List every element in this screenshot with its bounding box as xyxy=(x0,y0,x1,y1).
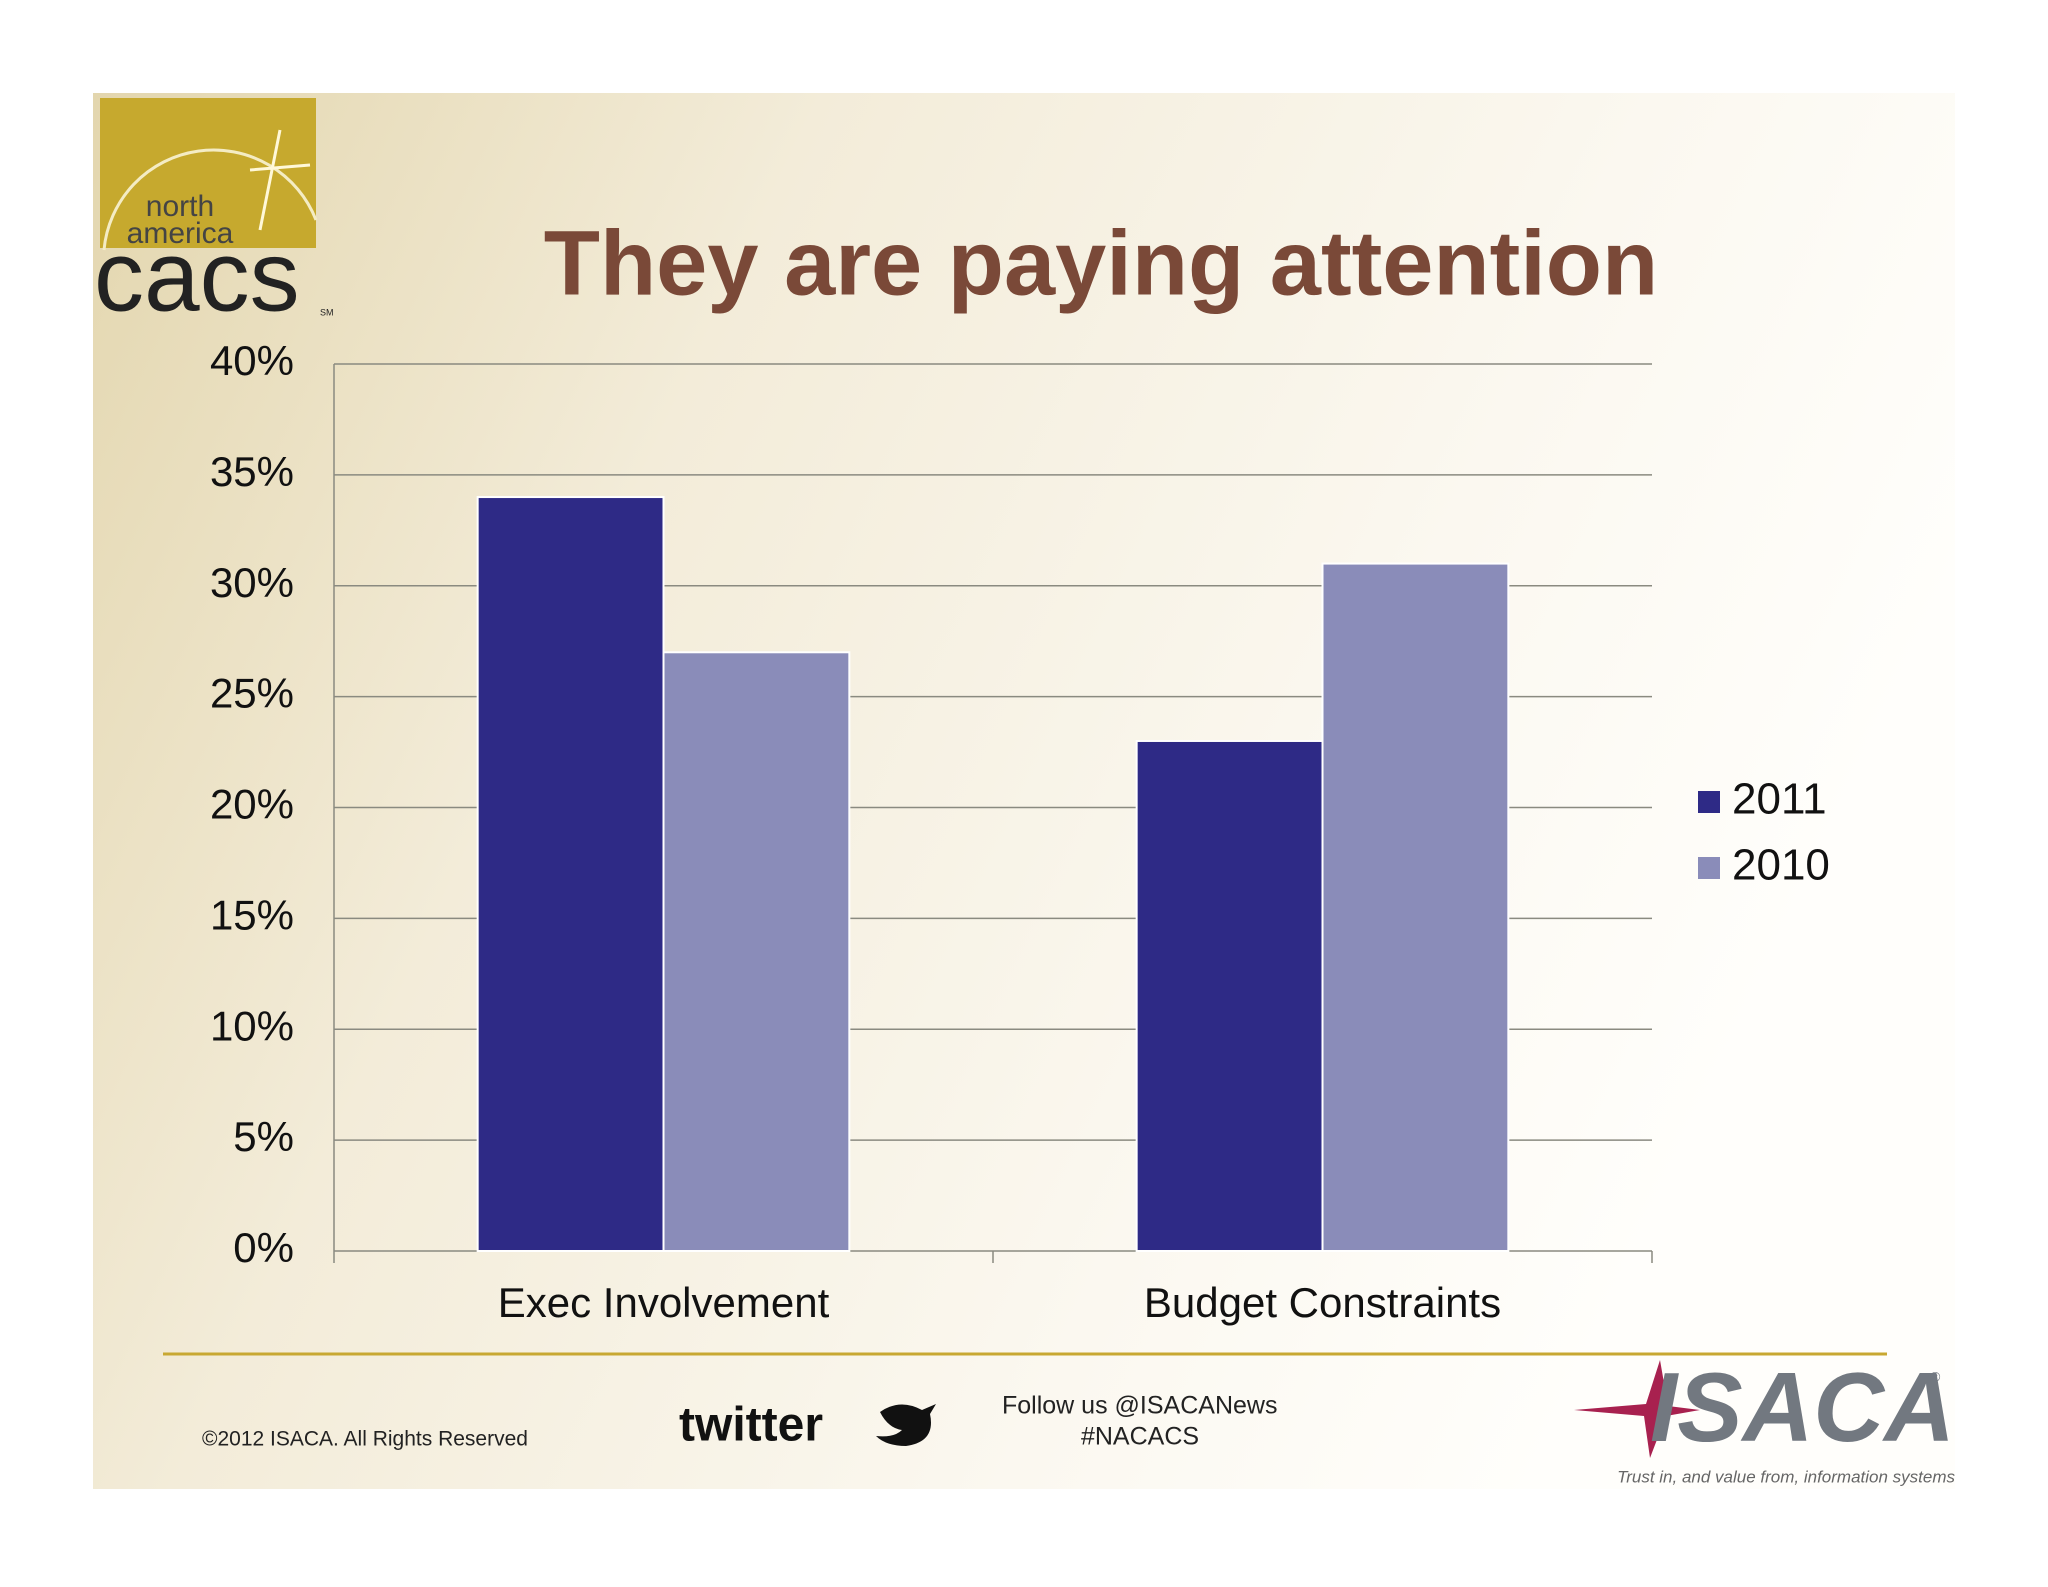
twitter-bird xyxy=(876,1404,936,1446)
copyright: ©2012 ISACA. All Rights Reserved xyxy=(202,1428,528,1451)
bar xyxy=(476,496,665,1252)
x-tick-label: Exec Involvement xyxy=(498,1279,830,1326)
bar xyxy=(662,651,851,1252)
isaca-star xyxy=(1574,1360,1700,1458)
y-tick-label: 20% xyxy=(210,781,294,828)
legend-label: 2010 xyxy=(1732,841,1830,890)
y-tick-label: 30% xyxy=(210,559,294,606)
bar xyxy=(1321,562,1510,1252)
bar xyxy=(1135,739,1324,1252)
y-tick-label: 35% xyxy=(210,448,294,495)
x-tick-label: Budget Constraints xyxy=(1144,1279,1501,1326)
logo-star xyxy=(249,129,311,231)
y-tick-label: 0% xyxy=(233,1224,294,1271)
legend-swatch xyxy=(1698,857,1720,879)
legend-swatch xyxy=(1698,791,1720,813)
slide-background xyxy=(93,93,1955,1489)
logo-text: north xyxy=(146,190,214,223)
y-tick-label: 10% xyxy=(210,1002,294,1049)
logo-text: america xyxy=(127,217,234,250)
isaca-logo: ISACA xyxy=(1650,1352,1955,1462)
isaca-mark: ® xyxy=(1930,1369,1941,1385)
hashtag: #NACACS xyxy=(1081,1423,1199,1451)
logo-mark: SM xyxy=(320,307,334,317)
y-tick-label: 25% xyxy=(210,670,294,717)
y-tick-label: 15% xyxy=(210,891,294,938)
chart-title: They are paying attention xyxy=(544,212,1658,314)
y-tick-label: 5% xyxy=(233,1113,294,1160)
logo-word: cacs xyxy=(94,220,300,332)
follow-text: Follow us @ISACANews xyxy=(1002,1392,1277,1420)
tagline: Trust in, and value from, information sy… xyxy=(1617,1467,1955,1486)
legend-label: 2011 xyxy=(1732,775,1827,824)
twitter-logo: twitter xyxy=(679,1399,823,1452)
logo-arc xyxy=(102,148,318,251)
y-tick-label: 40% xyxy=(210,337,294,384)
